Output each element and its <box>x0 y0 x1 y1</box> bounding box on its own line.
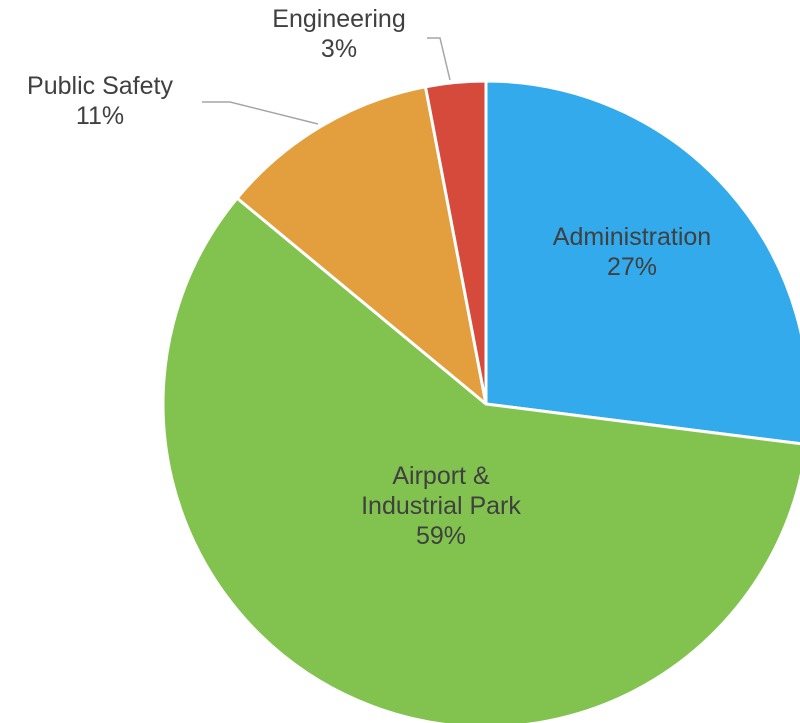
pie-slice-administration <box>484 79 800 446</box>
data-label-administration: Administration 27% <box>553 223 711 281</box>
pie-slice-engineering <box>423 79 488 406</box>
leader-line-public-safety <box>202 101 319 125</box>
pie-slice-public-safety <box>235 85 488 406</box>
data-label-public-safety: Public Safety 11% <box>27 72 173 130</box>
data-label-airport-industrial-park: Airport & Industrial Park 59% <box>361 462 521 550</box>
leader-line-engineering <box>427 37 451 81</box>
pie-labels: Administration 27% Airport & Industrial Par… <box>27 5 711 550</box>
leader-lines <box>202 37 451 125</box>
pie-slices <box>161 79 800 723</box>
data-label-engineering: Engineering 3% <box>272 5 405 63</box>
pie-slice-airport-industrial-park <box>161 196 800 723</box>
